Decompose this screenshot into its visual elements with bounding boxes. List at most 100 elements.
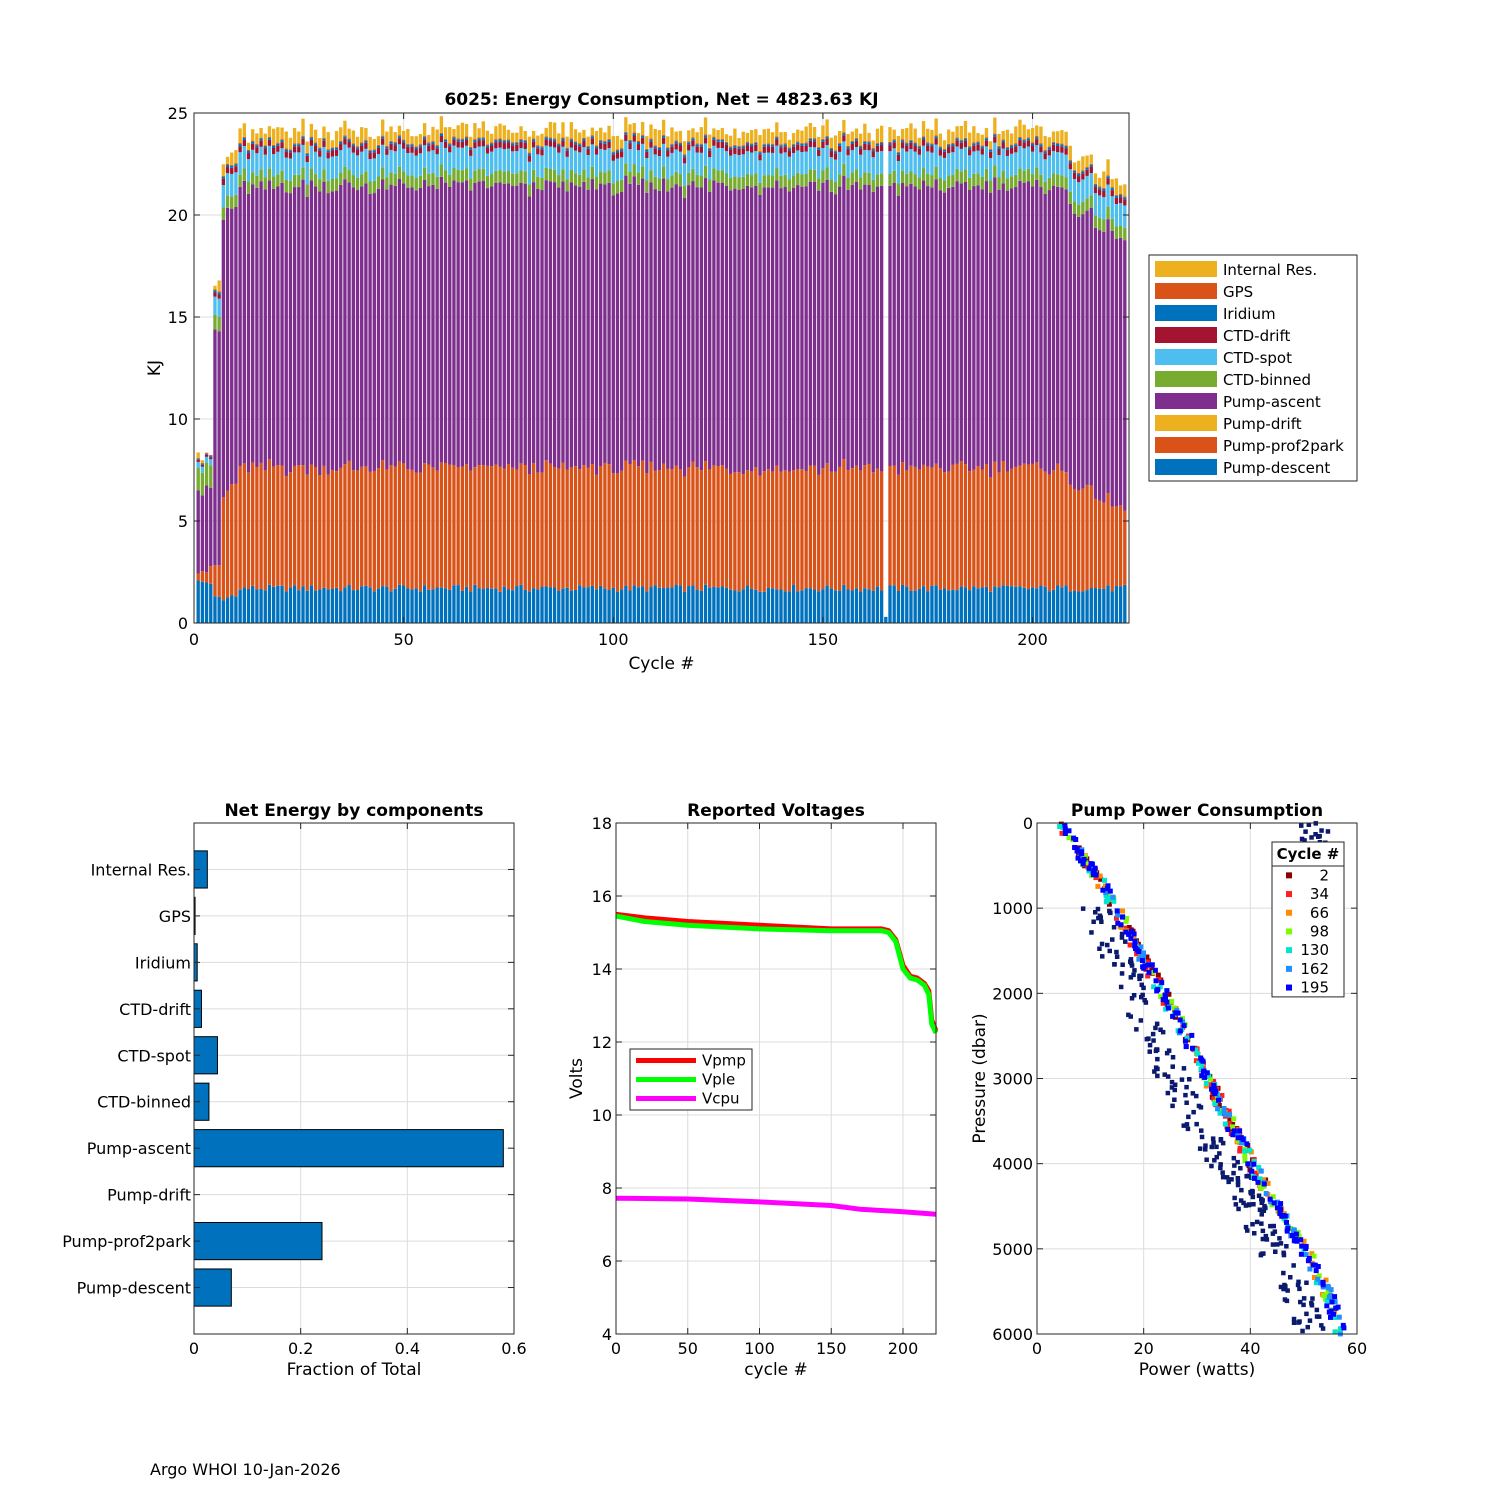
- scatter-point: [1281, 1250, 1286, 1256]
- bar-segment: [238, 128, 242, 144]
- bar-segment: [1097, 230, 1102, 501]
- bar-segment: [636, 466, 641, 588]
- bar-segment: [796, 591, 800, 623]
- bar-segment: [242, 136, 246, 138]
- scatter-point: [1127, 942, 1133, 948]
- bar-segment: [657, 149, 662, 157]
- bar-segment: [548, 121, 553, 138]
- bar-segment: [997, 148, 1001, 156]
- bar-segment: [531, 147, 536, 170]
- scatter-point: [1103, 899, 1109, 905]
- bar-segment: [913, 145, 917, 152]
- y-tick-label: 5: [178, 512, 188, 531]
- bar-segment: [431, 150, 435, 173]
- bar-segment: [963, 587, 968, 623]
- bar-segment: [301, 135, 305, 137]
- scatter-point: [1120, 908, 1125, 914]
- scatter-point: [1291, 1238, 1297, 1244]
- bar-segment: [1114, 203, 1119, 227]
- bar-segment: [502, 468, 506, 587]
- bar-segment: [322, 146, 326, 170]
- bar-segment: [1018, 137, 1022, 141]
- bar-segment: [238, 466, 242, 590]
- bar-segment: [494, 588, 498, 623]
- bar-segment: [427, 464, 431, 590]
- bar-segment: [1051, 470, 1056, 590]
- scatter-point: [1314, 1307, 1320, 1313]
- bar-segment: [1047, 177, 1052, 191]
- bar-segment: [305, 590, 309, 623]
- scatter-point: [1138, 1018, 1144, 1023]
- scatter-point: [1179, 1077, 1185, 1082]
- bar-segment: [406, 153, 410, 176]
- bar-segment: [649, 587, 653, 623]
- bar-segment: [670, 152, 674, 176]
- bar-segment: [716, 147, 720, 171]
- bar-segment: [448, 146, 452, 153]
- scatter-point: [1277, 1236, 1282, 1241]
- bar-segment: [812, 169, 817, 182]
- scatter-point: [1107, 888, 1113, 894]
- bar-segment: [917, 469, 922, 589]
- bar-segment: [527, 591, 532, 623]
- scatter-point: [1140, 958, 1145, 963]
- bar-segment: [926, 173, 930, 187]
- bar-segment: [334, 131, 339, 147]
- bar-segment: [1089, 207, 1093, 486]
- bar-segment: [393, 145, 397, 152]
- bar-segment: [729, 155, 733, 179]
- bar-segment: [1009, 133, 1014, 145]
- bar-segment: [1047, 149, 1052, 156]
- scatter-point: [1239, 1140, 1245, 1146]
- bar-segment: [490, 145, 494, 152]
- legend-box: [1271, 841, 1345, 998]
- bar-segment: [271, 466, 276, 587]
- scatter-point: [1268, 1199, 1274, 1205]
- bar-segment: [716, 138, 720, 140]
- bar-segment: [1081, 591, 1085, 623]
- bar-segment: [490, 588, 494, 623]
- scatter-point: [1261, 1208, 1267, 1213]
- bar-segment: [531, 138, 536, 140]
- bar-segment: [745, 142, 750, 144]
- bar-segment: [745, 470, 750, 586]
- bar-segment: [993, 461, 997, 587]
- bar-segment: [854, 465, 859, 589]
- bar-segment: [1030, 186, 1035, 464]
- bar-segment: [510, 142, 515, 144]
- bar-segment: [988, 477, 993, 592]
- bar-segment: [871, 151, 875, 158]
- scatter-point: [1313, 832, 1318, 837]
- bar-segment: [909, 140, 913, 143]
- bar-segment: [573, 173, 578, 186]
- bar-segment: [221, 175, 226, 177]
- bar-segment: [754, 129, 758, 142]
- bar-segment: [385, 177, 389, 190]
- bar-segment: [812, 465, 817, 590]
- bar-segment: [611, 183, 615, 196]
- bar-segment: [230, 173, 234, 197]
- bar-segment: [594, 189, 599, 475]
- bar-segment: [838, 590, 842, 623]
- scatter-point: [1093, 875, 1099, 881]
- bar-segment: [963, 147, 968, 170]
- bar-segment: [1005, 146, 1010, 148]
- scatter-point: [1144, 1036, 1150, 1042]
- bar-segment: [670, 144, 674, 147]
- bar-segment: [330, 148, 335, 151]
- bar-segment: [259, 462, 263, 589]
- scatter-point: [1214, 1144, 1219, 1150]
- bar-segment: [657, 147, 662, 150]
- bar-segment: [594, 131, 599, 146]
- bar-segment: [988, 148, 993, 150]
- scatter-point: [1241, 1200, 1246, 1206]
- bar-segment: [456, 139, 460, 142]
- bar-segment: [770, 175, 775, 188]
- bar-segment: [976, 133, 980, 142]
- bar-segment: [305, 152, 309, 154]
- bar-segment: [469, 146, 473, 148]
- bar-segment: [372, 138, 376, 150]
- bar-segment: [263, 145, 267, 147]
- scatter-point: [1138, 944, 1144, 950]
- bar-segment: [347, 585, 351, 623]
